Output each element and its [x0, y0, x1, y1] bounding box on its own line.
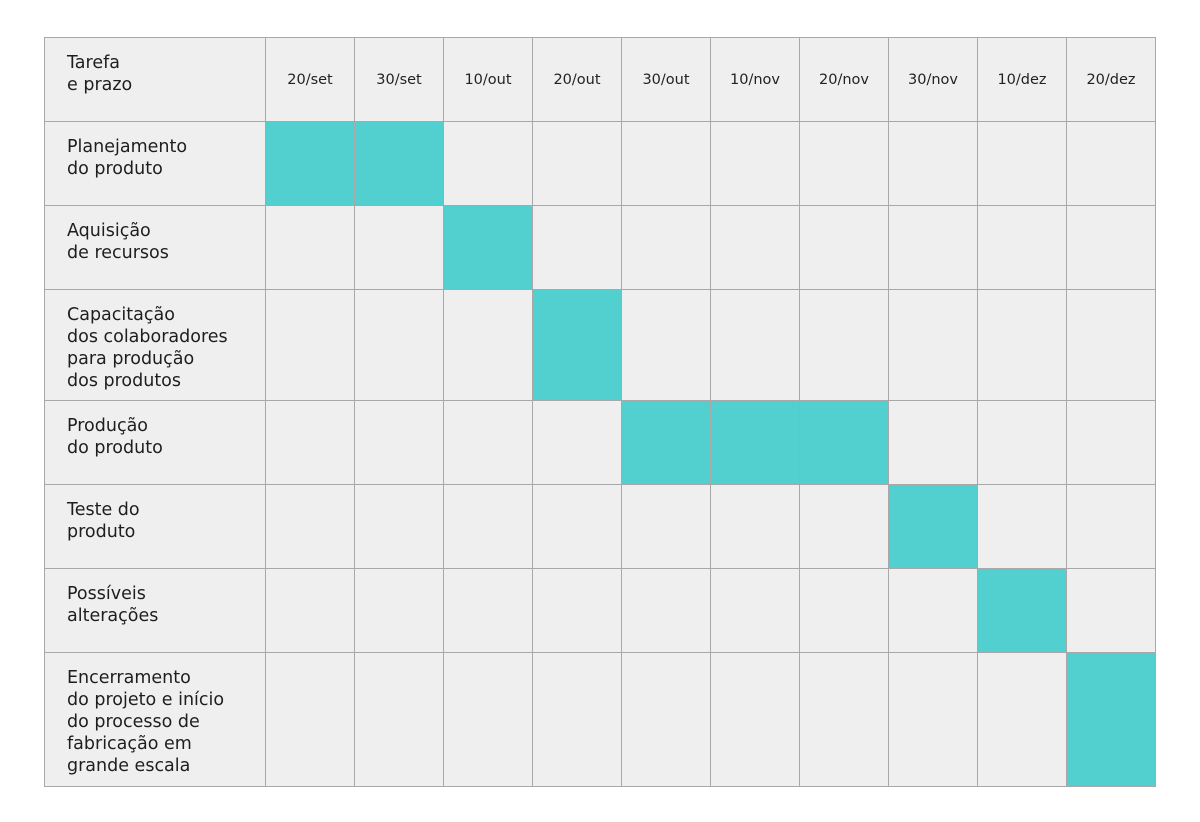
gantt-bar-cell: [443, 205, 533, 290]
gantt-empty-cell: [799, 652, 889, 787]
gantt-empty-cell: [710, 205, 800, 290]
task-label: Aquisição de recursos: [44, 205, 266, 290]
gantt-empty-cell: [532, 568, 622, 653]
gantt-empty-cell: [265, 400, 355, 485]
gantt-empty-cell: [888, 400, 978, 485]
gantt-empty-cell: [621, 568, 711, 653]
task-label: Produção do produto: [44, 400, 266, 485]
gantt-empty-cell: [354, 289, 444, 401]
gantt-empty-cell: [532, 652, 622, 787]
gantt-empty-cell: [443, 568, 533, 653]
gantt-empty-cell: [532, 205, 622, 290]
gantt-body: Planejamento do produto Aquisição de recu…: [44, 121, 1156, 787]
date-header: 10/dez: [977, 37, 1067, 122]
gantt-empty-cell: [710, 652, 800, 787]
gantt-empty-cell: [621, 484, 711, 569]
date-header: 30/out: [621, 37, 711, 122]
header-row: Tarefa e prazo 20/set 30/set 10/out 20/o…: [44, 37, 1156, 122]
gantt-empty-cell: [888, 121, 978, 206]
gantt-empty-cell: [977, 400, 1067, 485]
task-row: Planejamento do produto: [44, 121, 1156, 206]
gantt-empty-cell: [532, 121, 622, 206]
gantt-bar-cell: [1066, 652, 1156, 787]
gantt-bar-cell: [977, 568, 1067, 653]
gantt-empty-cell: [1066, 400, 1156, 485]
gantt-empty-cell: [443, 652, 533, 787]
gantt-empty-cell: [888, 652, 978, 787]
gantt-empty-cell: [354, 400, 444, 485]
task-row: Teste do produto: [44, 484, 1156, 569]
gantt-empty-cell: [1066, 205, 1156, 290]
gantt-empty-cell: [799, 205, 889, 290]
gantt-bar-cell: [710, 400, 800, 485]
task-label: Planejamento do produto: [44, 121, 266, 206]
gantt-empty-cell: [977, 289, 1067, 401]
task-column-header: Tarefa e prazo: [44, 37, 266, 122]
gantt-empty-cell: [1066, 289, 1156, 401]
gantt-bar-cell: [265, 121, 355, 206]
gantt-empty-cell: [977, 652, 1067, 787]
gantt-empty-cell: [621, 652, 711, 787]
gantt-empty-cell: [799, 289, 889, 401]
gantt-empty-cell: [443, 484, 533, 569]
date-header: 30/nov: [888, 37, 978, 122]
gantt-empty-cell: [443, 289, 533, 401]
gantt-empty-cell: [1066, 568, 1156, 653]
date-header: 10/nov: [710, 37, 800, 122]
gantt-empty-cell: [977, 484, 1067, 569]
gantt-empty-cell: [621, 205, 711, 290]
date-header: 20/dez: [1066, 37, 1156, 122]
gantt-empty-cell: [265, 205, 355, 290]
gantt-empty-cell: [977, 205, 1067, 290]
date-header: 10/out: [443, 37, 533, 122]
gantt-empty-cell: [265, 289, 355, 401]
gantt-empty-cell: [621, 289, 711, 401]
gantt-table: Tarefa e prazo 20/set 30/set 10/out 20/o…: [44, 37, 1156, 787]
date-header: 20/nov: [799, 37, 889, 122]
gantt-bar-cell: [532, 289, 622, 401]
gantt-empty-cell: [710, 568, 800, 653]
gantt-bar-cell: [799, 400, 889, 485]
gantt-bar-cell: [621, 400, 711, 485]
gantt-empty-cell: [888, 205, 978, 290]
gantt-empty-cell: [532, 484, 622, 569]
gantt-empty-cell: [1066, 121, 1156, 206]
date-header: 30/set: [354, 37, 444, 122]
gantt-bar-cell: [888, 484, 978, 569]
task-label: Teste do produto: [44, 484, 266, 569]
gantt-empty-cell: [799, 121, 889, 206]
task-row: Aquisição de recursos: [44, 205, 1156, 290]
gantt-empty-cell: [265, 568, 355, 653]
gantt-empty-cell: [710, 289, 800, 401]
task-row: Encerramento do projeto e início do proc…: [44, 652, 1156, 787]
gantt-empty-cell: [265, 484, 355, 569]
task-label: Encerramento do projeto e início do proc…: [44, 652, 266, 787]
gantt-empty-cell: [799, 568, 889, 653]
task-row: Produção do produto: [44, 400, 1156, 485]
task-row: Capacitação dos colaboradores para produ…: [44, 289, 1156, 401]
gantt-empty-cell: [354, 652, 444, 787]
date-header: 20/set: [265, 37, 355, 122]
task-row: Possíveis alterações: [44, 568, 1156, 653]
gantt-empty-cell: [1066, 484, 1156, 569]
gantt-empty-cell: [532, 400, 622, 485]
gantt-empty-cell: [443, 121, 533, 206]
gantt-bar-cell: [354, 121, 444, 206]
gantt-empty-cell: [621, 121, 711, 206]
gantt-empty-cell: [443, 400, 533, 485]
task-label: Capacitação dos colaboradores para produ…: [44, 289, 266, 401]
gantt-empty-cell: [888, 568, 978, 653]
gantt-empty-cell: [354, 484, 444, 569]
date-header: 20/out: [532, 37, 622, 122]
gantt-empty-cell: [354, 205, 444, 290]
task-label: Possíveis alterações: [44, 568, 266, 653]
gantt-empty-cell: [888, 289, 978, 401]
gantt-empty-cell: [799, 484, 889, 569]
gantt-empty-cell: [977, 121, 1067, 206]
gantt-empty-cell: [354, 568, 444, 653]
gantt-empty-cell: [710, 121, 800, 206]
gantt-empty-cell: [710, 484, 800, 569]
gantt-empty-cell: [265, 652, 355, 787]
